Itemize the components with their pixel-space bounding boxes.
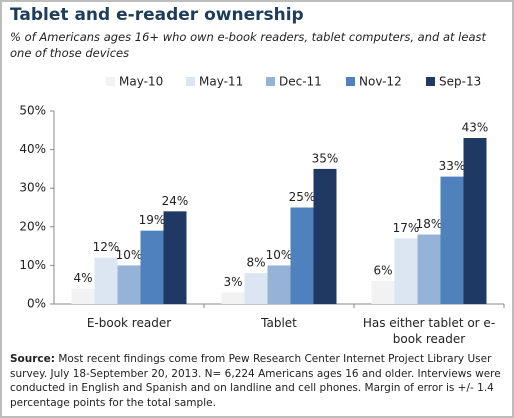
- legend-swatch: [346, 77, 355, 86]
- value-label: 25%: [289, 190, 316, 204]
- x-tick-label: Tablet: [261, 316, 297, 330]
- bar: [71, 288, 95, 304]
- chart-subtitle: % of Americans ages 16+ who own e-book r…: [10, 30, 487, 60]
- value-label: 24%: [162, 194, 189, 208]
- y-tick-label: 0%: [27, 297, 46, 311]
- value-label: 19%: [139, 213, 166, 227]
- bar: [463, 138, 487, 304]
- bar: [140, 230, 164, 304]
- value-label: 43%: [462, 121, 489, 135]
- value-label: 35%: [312, 151, 339, 165]
- value-label: 6%: [373, 263, 392, 277]
- bar: [290, 207, 314, 304]
- x-tick-label: E-book reader: [86, 316, 172, 330]
- value-label: 10%: [116, 248, 143, 262]
- bar: [440, 176, 464, 304]
- value-label: 8%: [246, 256, 265, 270]
- value-label: 3%: [223, 275, 242, 289]
- value-label: 18%: [416, 217, 443, 231]
- bar: [221, 292, 245, 304]
- legend-swatch: [186, 77, 195, 86]
- value-label: 4%: [73, 271, 92, 285]
- legend-label: May-10: [119, 75, 163, 89]
- y-tick-label: 10%: [19, 258, 46, 272]
- legend-label: May-11: [199, 75, 243, 89]
- source-note: Source: Most recent findings come from P…: [10, 352, 508, 410]
- bar: [244, 273, 268, 304]
- legend-swatch: [426, 77, 435, 86]
- legend-label: Dec-11: [279, 75, 322, 89]
- y-tick-label: 50%: [19, 104, 46, 118]
- legend-label: Sep-13: [439, 75, 481, 89]
- value-label: 17%: [393, 221, 420, 235]
- bar: [117, 265, 141, 304]
- legend-swatch: [106, 77, 115, 86]
- bar: [267, 265, 291, 304]
- chart-title: Tablet and e-reader ownership: [10, 5, 304, 25]
- y-tick-label: 30%: [19, 181, 46, 195]
- source-label: Source:: [10, 353, 55, 365]
- value-label: 12%: [93, 240, 120, 254]
- bar: [94, 257, 118, 304]
- legend-swatch: [266, 77, 275, 86]
- bar: [313, 168, 337, 304]
- source-text: Most recent findings come from Pew Resea…: [10, 353, 501, 409]
- legend-label: Nov-12: [359, 75, 402, 89]
- x-tick-label: Has either tablet or e-book reader: [362, 316, 496, 346]
- bar: [163, 211, 187, 304]
- y-tick-label: 40%: [19, 142, 46, 156]
- value-label: 33%: [439, 159, 466, 173]
- value-label: 10%: [266, 248, 293, 262]
- bar: [371, 280, 395, 304]
- bar: [417, 234, 441, 304]
- bar: [394, 238, 418, 304]
- y-tick-label: 20%: [19, 219, 46, 233]
